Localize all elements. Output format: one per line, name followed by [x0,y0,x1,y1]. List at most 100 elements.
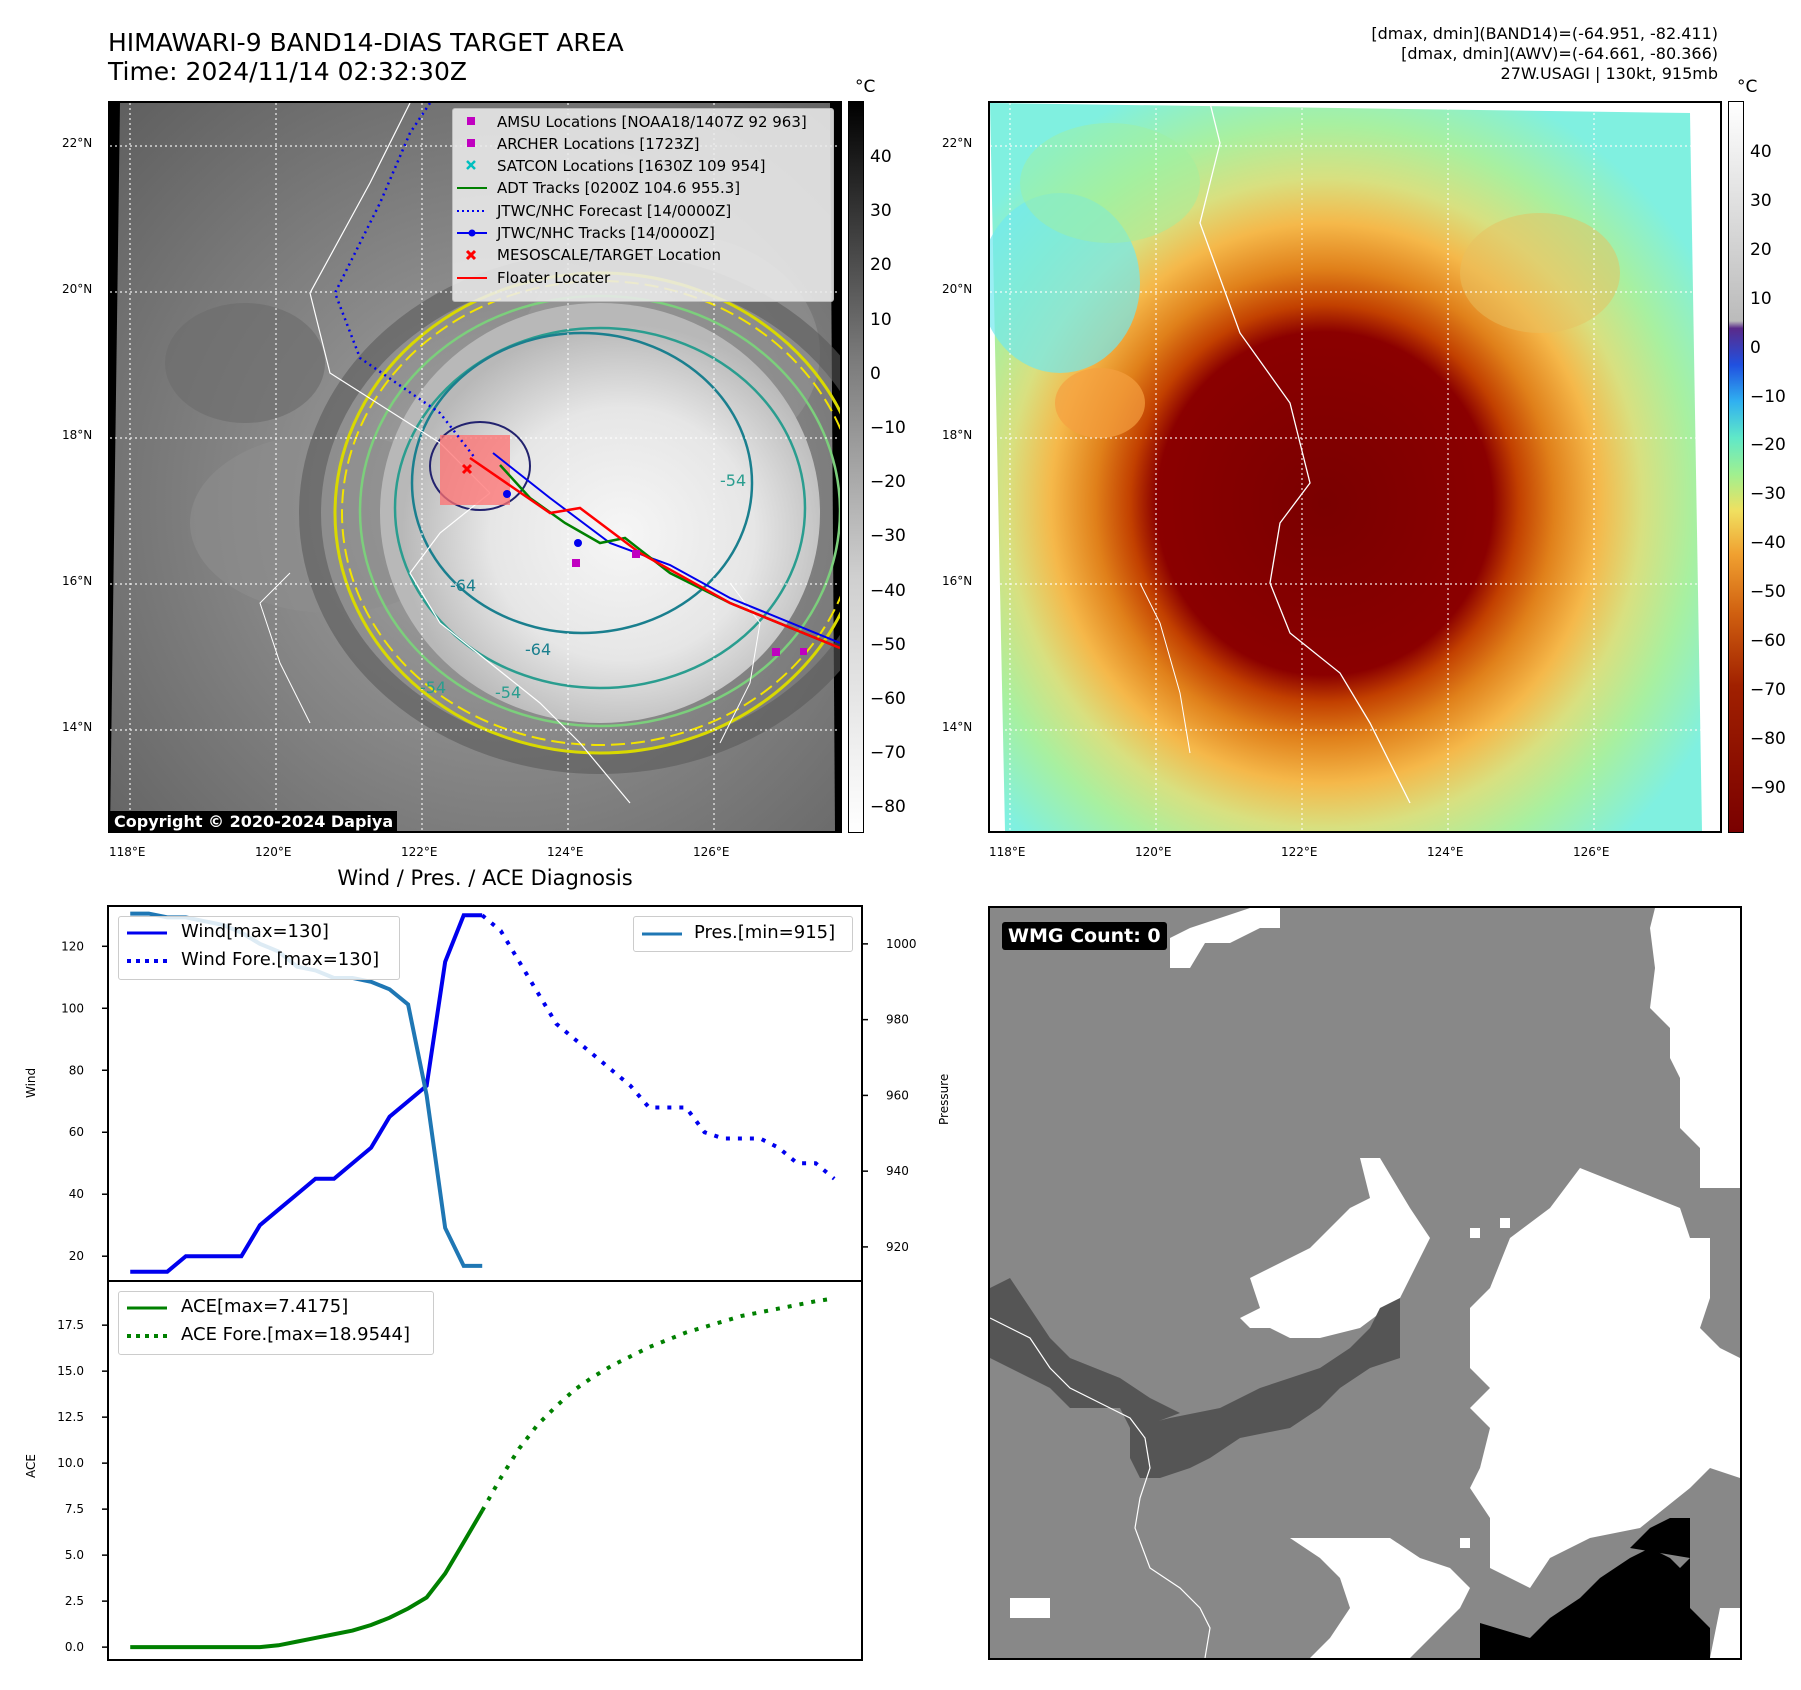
ace-line [130,1509,484,1650]
legend-item-amsu: AMSU Locations [NOAA18/1407Z 92 963] [497,113,807,131]
awv-coastline [1199,103,1411,804]
awv-colorbar-tick: 0 [1750,337,1761,358]
awv-colorbar-tick: −40 [1750,533,1786,554]
lat-label-22n: 22°N [62,136,93,150]
awv-colorbar-tick: −10 [1750,386,1786,407]
lon-label-120e: 120°E [255,845,292,859]
wmg-panel: WMG Count: 0 [988,906,1742,1660]
gray-colorbar-tick: 0 [870,363,881,384]
contour-label-5: -54 [720,471,747,490]
ace-forecast-line [480,1296,835,1512]
figure-timestamp: Time: 2024/11/14 02:32:30Z [108,57,467,86]
awv-lon-label-122e: 122°E [1281,845,1318,859]
legend-wind-forecast: Wind Fore.[max=130] [181,949,380,970]
pressure-axis-label: Pressure [937,1073,951,1125]
lat-label-20n: 20°N [62,282,93,296]
awv-lon-label-126e: 126°E [1573,845,1610,859]
gray-colorbar-tick: −70 [870,743,906,764]
jtwc-forecast-track [333,103,476,459]
awv-colorbar-tick: −70 [1750,679,1786,700]
pressure-axis-tick-label: 940 [886,1164,909,1178]
legend-item-archer: ARCHER Locations [1723Z] [497,135,700,153]
storm-info: 27W.USAGI | 130kt, 915mb [1500,64,1718,83]
pressure-legend: Pres.[min=915] [633,916,853,952]
awv-colorbar-tick: −60 [1750,631,1786,651]
awv-lon-label-120e: 120°E [1135,845,1172,859]
diagnosis-title: Wind / Pres. / ACE Diagnosis [337,866,633,890]
lon-label-122e: 122°E [401,845,438,859]
gray-colorbar-unit: °C [855,77,876,97]
wind-axis-tick-label: 60 [69,1125,84,1139]
awv-range-info: [dmax, dmin](AWV)=(-64.661, -80.366) [1401,44,1718,63]
copyright-label: Copyright © 2020-2024 Dapiya [110,811,398,831]
pressure-axis-tick-label: 980 [886,1013,909,1027]
awv-lon-label-124e: 124°E [1427,845,1464,859]
band14-range-info: [dmax, dmin](BAND14)=(-64.951, -82.411) [1371,24,1718,43]
awv-colorbar-tick: −90 [1750,777,1786,798]
ir-map-panel: -64 -64 -54 -54 -54 Copyright © 2020-202… [108,101,842,833]
wind-axis-tick-label: 80 [69,1063,84,1077]
legend-item-satcon: SATCON Locations [1630Z 109 954] [497,157,766,175]
gray-colorbar-tick: −60 [870,689,906,709]
gray-colorbar-tick: −40 [870,580,906,601]
wind-axis-tick-label: 40 [69,1187,84,1201]
contour-label-2: -64 [525,640,552,659]
legend-symbols [457,117,487,279]
pressure-axis-tick-label: 960 [886,1088,909,1102]
gray-colorbar [848,101,864,833]
ace-legend: ACE[max=7.4175] ACE Fore.[max=18.9544] [118,1291,434,1355]
lon-label-124e: 124°E [547,845,584,859]
gray-colorbar-tick: −20 [870,472,906,493]
wind-legend-symbols [127,931,167,963]
awv-map-svg [990,103,1720,831]
ace-axis-tick-label: 15.0 [57,1364,84,1378]
contour-teal-54 [393,326,807,690]
ace-axis-tick-label: 0.0 [65,1640,84,1654]
awv-colorbar-tick: −80 [1750,728,1786,749]
legend-item-target: MESOSCALE/TARGET Location [497,246,722,264]
map-legend: AMSU Locations [NOAA18/1407Z 92 963] ARC… [452,108,834,302]
lon-label-126e: 126°E [693,845,730,859]
awv-lat-label-18n: 18°N [942,428,973,442]
wind-axis-label: Wind [24,1067,38,1098]
awv-colorbar-tick: 10 [1750,288,1772,309]
gray-colorbar-tick: −30 [870,526,906,547]
chart-frame [107,1280,863,1661]
awv-lat-label-20n: 20°N [942,282,973,296]
pressure-axis-tick-label: 1000 [886,937,917,951]
target-location-marker [461,463,473,475]
gray-colorbar-tick: −10 [870,418,906,438]
wmg-svg [990,908,1740,1658]
awv-colorbar-tick: −50 [1750,582,1786,603]
awv-colorbar [1728,101,1744,833]
gray-colorbar-tick: 40 [870,147,892,167]
amsu-location-marker [572,559,580,567]
ace-chart: 0.0 2.5 5.0 7.5 10.0 12.5 15.0 17.5 [57,1280,863,1661]
wmg-coastline [990,1317,1211,1658]
ace-legend-symbols [127,1306,167,1338]
lat-label-16n: 16°N [62,574,93,588]
archer-location-marker [772,648,780,656]
ace-axis-tick-label: 17.5 [57,1318,84,1332]
figure-title: HIMAWARI-9 BAND14-DIAS TARGET AREA [108,28,624,57]
contour-navy [429,421,531,511]
cdo-cloud [380,303,820,723]
ace-axis-tick-label: 7.5 [65,1502,84,1516]
wmg-black-regions [1480,1518,1710,1658]
legend-wind: Wind[max=130] [181,921,329,942]
gray-colorbar-tick: −50 [870,634,906,655]
awv-colorbar-tick: 30 [1750,190,1772,211]
ace-axis-tick-label: 10.0 [57,1456,84,1470]
awv-colorbar-tick: −30 [1750,484,1786,505]
legend-item-floater: Floater Locater [497,269,611,287]
ace-axis-label: ACE [24,1454,38,1478]
floater-locater-track [469,456,840,650]
awv-colorbar-tick: 20 [1750,239,1772,260]
wind-axis-tick-label: 100 [61,1001,84,1015]
wmg-dark-regions [990,1278,1400,1478]
legend-pressure: Pres.[min=915] [694,922,836,943]
wmg-white-regions [1010,908,1740,1658]
wind-axis-tick-label: 120 [61,939,84,953]
awv-lat-label-16n: 16°N [942,574,973,588]
